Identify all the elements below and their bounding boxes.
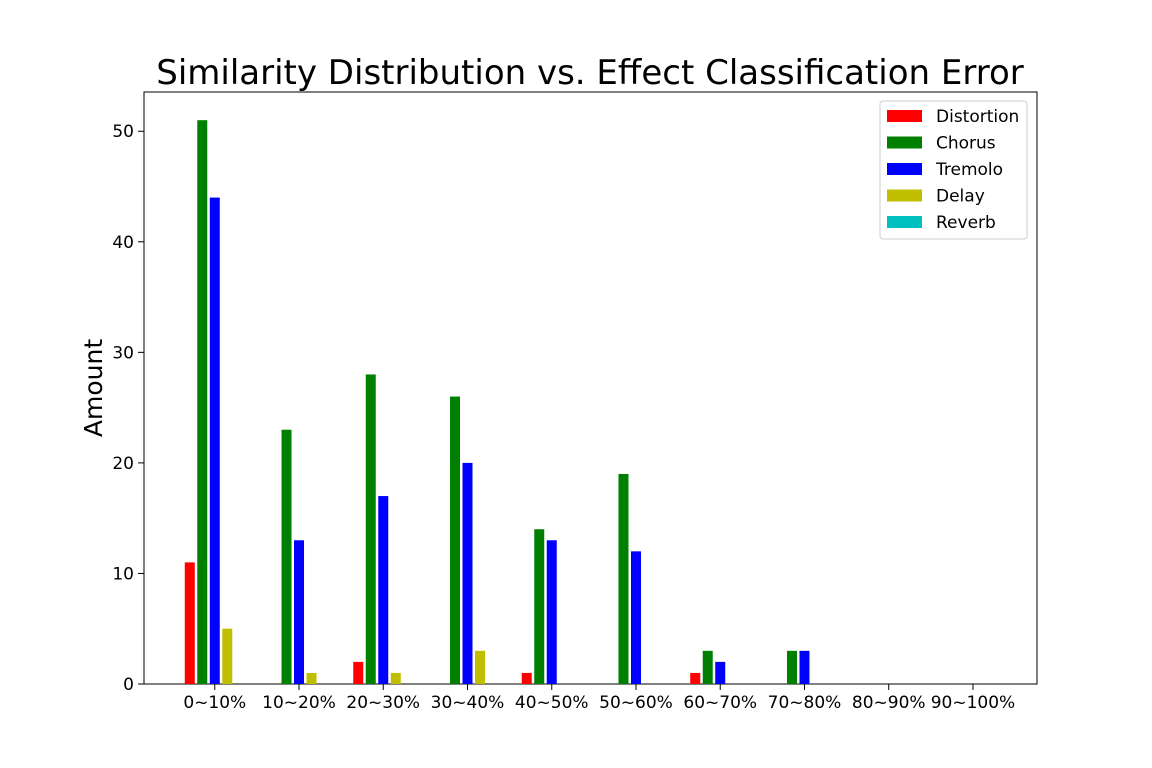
x-tick-label: 10~20% <box>262 693 336 713</box>
x-tick-label: 30~40% <box>431 693 505 713</box>
x-axis-ticks: 0~10% 10~20% 20~30% 30~40% 40~50% 50~60% 60~70… <box>183 684 1015 713</box>
y-tick-label: 10 <box>112 564 134 584</box>
legend-swatch-reverb <box>887 216 922 228</box>
legend-frame <box>879 100 1028 240</box>
bar-delay-1 <box>306 672 317 684</box>
legend-swatch-delay <box>887 189 922 202</box>
plot-frame <box>143 91 1038 685</box>
bar-delay-2 <box>390 672 401 684</box>
bar-chorus-5 <box>618 473 629 684</box>
legend: Distortion Chorus Tremolo Delay Reverb <box>879 100 1028 240</box>
bar-delay-0 <box>222 628 233 684</box>
legend-label-chorus: Chorus <box>936 134 996 154</box>
bar-distortion-2 <box>353 661 364 684</box>
y-tick-label: 50 <box>112 122 134 142</box>
x-tick-label: 70~80% <box>768 693 842 713</box>
plot-area: 0 10 20 30 40 50 0~10% 10~20% 20~30% 30~40% 40~50… <box>112 91 1038 713</box>
y-tick-label: 30 <box>112 343 134 363</box>
bar-distortion-6 <box>690 672 701 684</box>
bar-tremolo-2 <box>378 496 389 684</box>
legend-label-delay: Delay <box>936 187 985 207</box>
y-axis-label: Amount <box>79 339 108 437</box>
legend-swatch-chorus <box>887 136 922 149</box>
bar-delay-3 <box>475 650 485 684</box>
bar-chorus-0 <box>197 120 208 684</box>
bar-chorus-2 <box>365 374 376 684</box>
bar-chorus-7 <box>786 650 797 684</box>
bar-tremolo-5 <box>630 551 641 684</box>
legend-swatch-tremolo <box>887 163 922 175</box>
bar-distortion-0 <box>184 562 195 684</box>
legend-swatch-distortion <box>887 110 922 122</box>
bar-chorus-6 <box>702 650 713 684</box>
bar-chorus-3 <box>450 396 460 684</box>
bar-chorus-1 <box>281 429 292 684</box>
bar-tremolo-3 <box>462 462 473 684</box>
bar-tremolo-1 <box>294 540 305 684</box>
x-tick-label: 20~30% <box>346 693 420 713</box>
legend-label-reverb: Reverb <box>936 213 996 233</box>
legend-items: Distortion Chorus Tremolo Delay Reverb <box>887 107 1019 233</box>
bar-chorus-4 <box>534 529 545 684</box>
y-tick-label: 40 <box>112 233 134 253</box>
legend-label-tremolo: Tremolo <box>935 160 1003 180</box>
bar-tremolo-4 <box>546 540 557 684</box>
bar-tremolo-6 <box>715 661 726 684</box>
x-tick-label: 60~70% <box>683 693 757 713</box>
x-tick-label: 0~10% <box>183 693 246 713</box>
y-tick-label: 20 <box>112 454 134 474</box>
y-tick-label: 0 <box>123 675 134 695</box>
bar-distortion-4 <box>521 672 532 684</box>
chart-title: Similarity Distribution vs. Effect Class… <box>156 53 1024 93</box>
x-tick-label: 40~50% <box>515 693 589 713</box>
bar-tremolo-0 <box>209 197 220 684</box>
x-tick-label: 90~100% <box>931 693 1015 713</box>
y-axis-ticks: 0 10 20 30 40 50 <box>112 122 144 695</box>
legend-label-distortion: Distortion <box>936 107 1019 127</box>
bars <box>184 120 810 684</box>
x-tick-label: 50~60% <box>599 693 673 713</box>
x-tick-label: 80~90% <box>852 693 926 713</box>
bar-tremolo-7 <box>799 650 810 684</box>
